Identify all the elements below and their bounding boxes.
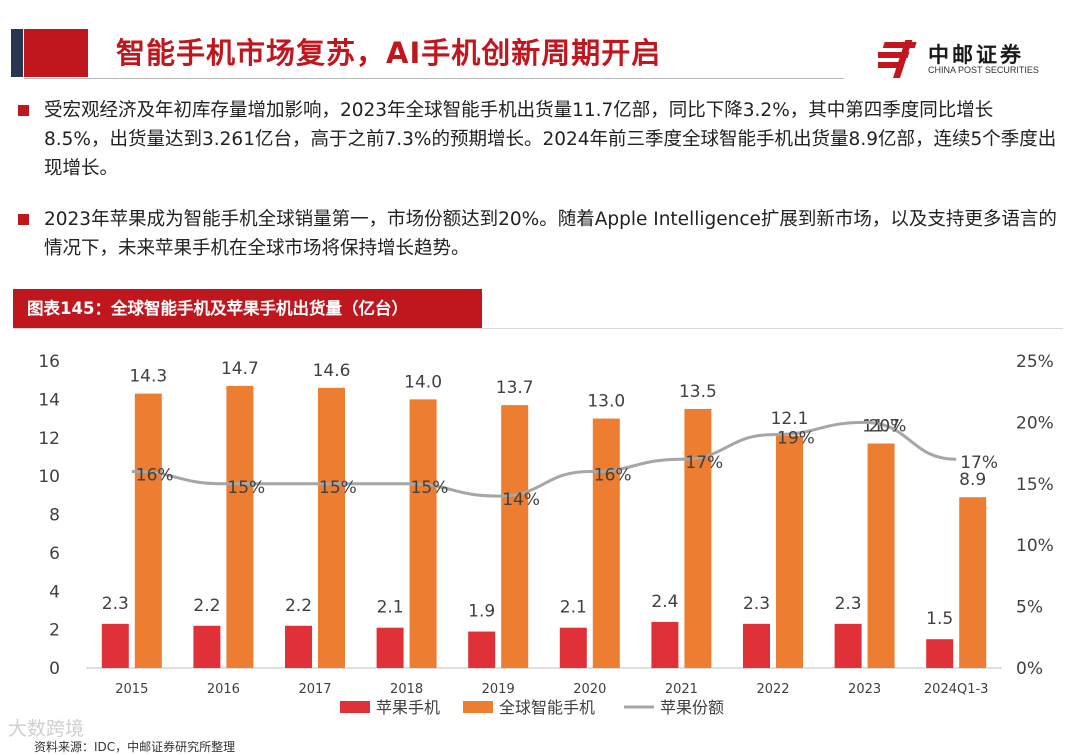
legend-swatch-global	[463, 701, 493, 713]
x-axis-tick-label: 2024Q1-3	[924, 682, 989, 697]
data-label-share: 20%	[869, 416, 907, 436]
title-accent-block	[11, 29, 23, 77]
bar-apple	[559, 627, 587, 668]
watermark: 大数跨境	[8, 718, 85, 740]
data-label-apple: 2.1	[377, 598, 404, 618]
data-label-share: 15%	[227, 478, 265, 498]
bar-global	[776, 435, 803, 668]
data-label-apple: 2.3	[743, 594, 770, 614]
data-label-share: 16%	[136, 466, 174, 486]
data-label-apple: 1.9	[468, 602, 495, 622]
bar-apple	[651, 621, 679, 668]
x-axis-tick-label: 2019	[482, 682, 515, 697]
x-axis-tick-label: 2020	[573, 682, 606, 697]
bar-global	[226, 385, 254, 668]
logo-chinese-name: 中邮证券	[928, 43, 1024, 67]
x-axis-tick-label: 2015	[115, 682, 148, 697]
legend-label-apple: 苹果手机	[376, 698, 440, 717]
chart-caption: 图表145：全球智能手机及苹果手机出货量（亿台）	[13, 289, 482, 328]
data-label-share: 17%	[960, 453, 998, 473]
data-label-share: 17%	[685, 453, 723, 473]
company-logo: 中邮证券 CHINA POST SECURITIES	[870, 38, 1058, 80]
bar-apple	[926, 639, 954, 668]
y2-axis-tick-label: 25%	[1016, 352, 1054, 372]
logo-english-name: CHINA POST SECURITIES	[928, 65, 1039, 75]
bar-global	[959, 497, 987, 668]
y-axis-tick-label: 10	[38, 467, 60, 487]
data-label-apple: 1.5	[926, 609, 953, 629]
bar-global	[867, 443, 895, 668]
y-axis-tick-label: 14	[38, 390, 60, 410]
y2-axis-tick-label: 10%	[1016, 536, 1054, 556]
china-post-emblem-icon	[870, 40, 917, 78]
data-label-share: 14%	[502, 490, 540, 510]
bullet-text-1: 受宏观经济及年初库存量增加影响，2023年全球智能手机出货量11.7亿部，同比下…	[44, 100, 1057, 179]
data-label-global: 13.0	[587, 392, 625, 412]
data-label-global: 12.1	[771, 409, 809, 429]
x-axis-tick-label: 2022	[756, 682, 789, 697]
bar-apple	[193, 625, 221, 668]
y2-axis-tick-label: 5%	[1016, 598, 1043, 618]
x-axis-tick-label: 2016	[207, 682, 240, 697]
data-label-global: 14.7	[221, 359, 259, 379]
y-axis-tick-label: 16	[38, 352, 60, 372]
bar-apple	[468, 631, 496, 668]
data-label-share: 15%	[319, 478, 357, 498]
y-axis-tick-label: 6	[49, 544, 60, 564]
data-label-global: 14.0	[404, 372, 442, 392]
data-label-global: 14.6	[313, 361, 351, 381]
bullet-text-2: 2023年苹果成为智能手机全球销量第一，市场份额达到20%。随着Apple In…	[44, 209, 1057, 259]
data-label-apple: 2.3	[102, 594, 129, 614]
data-label-share: 16%	[594, 466, 632, 486]
y2-axis-tick-label: 0%	[1016, 659, 1043, 679]
y-axis-tick-label: 4	[49, 582, 60, 602]
x-axis-tick-label: 2018	[390, 682, 423, 697]
bar-global	[409, 399, 437, 668]
y-axis-tick-label: 2	[49, 621, 60, 641]
title-divider	[24, 78, 844, 79]
bar-global	[318, 387, 345, 668]
bar-global	[134, 393, 162, 668]
data-label-share: 15%	[411, 478, 449, 498]
data-label-global: 8.9	[959, 470, 986, 490]
page-title: 智能手机市场复苏，AI手机创新周期开启	[116, 36, 662, 70]
x-axis-tick-label: 2023	[848, 682, 881, 697]
y-axis-tick-label: 8	[49, 506, 60, 526]
legend-label-share: 苹果份额	[660, 698, 724, 717]
data-label-apple: 2.3	[835, 594, 862, 614]
bar-apple	[743, 623, 770, 668]
y-axis-tick-label: 0	[49, 659, 60, 679]
bar-apple	[285, 625, 312, 668]
bar-apple	[834, 623, 862, 668]
share-line	[131, 420, 957, 498]
bullet-point-1: 受宏观经济及年初库存量增加影响，2023年全球智能手机出货量11.7亿部，同比下…	[18, 96, 1058, 183]
bar-global	[684, 408, 712, 668]
chart-caption-divider	[13, 328, 1063, 329]
data-label-global: 13.5	[679, 382, 717, 402]
y-axis-tick-label: 12	[38, 429, 60, 449]
x-axis-tick-label: 2017	[298, 682, 331, 697]
data-label-share: 19%	[777, 429, 815, 449]
data-label-apple: 2.2	[193, 596, 220, 616]
y2-axis-tick-label: 20%	[1016, 413, 1054, 433]
bar-global	[592, 418, 620, 668]
bar-apple	[101, 623, 129, 668]
bar-global	[501, 405, 529, 668]
data-label-apple: 2.4	[651, 592, 678, 612]
bullet-square-icon	[18, 214, 29, 225]
legend-swatch-apple	[340, 701, 370, 713]
y2-axis-tick-label: 15%	[1016, 475, 1054, 495]
data-label-apple: 2.1	[560, 598, 587, 618]
data-label-global: 14.3	[129, 367, 167, 387]
shipment-chart: 0 2 4 6 8 10 12 14 16 0% 5% 10% 15% 20% 25% 2.3 14.3 2015…	[38, 352, 1054, 717]
bullet-square-icon	[18, 105, 29, 116]
legend-label-global: 全球智能手机	[499, 698, 595, 717]
data-label-apple: 2.2	[285, 596, 312, 616]
x-axis-tick-label: 2021	[665, 682, 698, 697]
title-accent-bar	[24, 29, 88, 77]
bullet-point-2: 2023年苹果成为智能手机全球销量第一，市场份额达到20%。随着Apple In…	[18, 205, 1058, 263]
source-note: 资料来源：IDC，中邮证券研究所整理	[34, 740, 236, 754]
data-label-global: 13.7	[496, 378, 534, 398]
bar-apple	[376, 627, 404, 668]
